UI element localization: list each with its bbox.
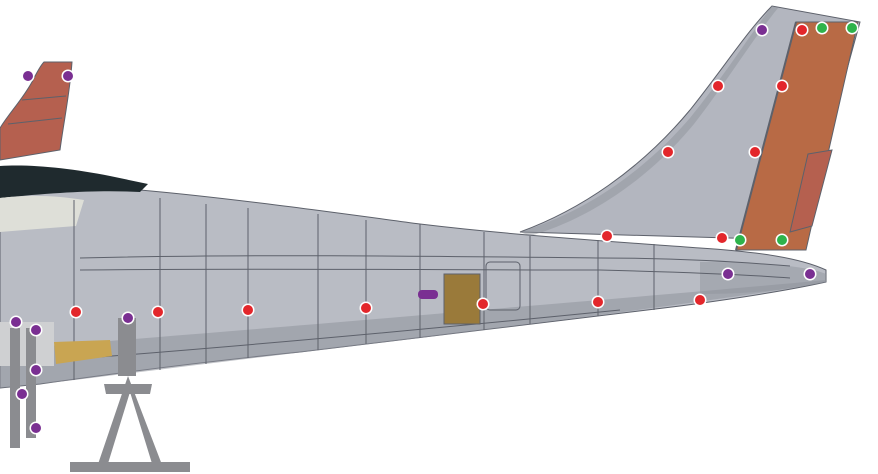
red-marker-dot [750, 147, 760, 157]
red-marker-dot [602, 231, 612, 241]
green-marker-dot [847, 23, 857, 33]
purple-marker-dot [63, 71, 73, 81]
red-marker-dot [717, 233, 727, 243]
access-panel [443, 273, 481, 325]
horizontal-stabilizer-tip [0, 61, 73, 161]
red-marker-dot [777, 81, 787, 91]
canopy [0, 165, 148, 198]
green-marker-dot [817, 23, 827, 33]
red-marker-dot [71, 307, 81, 317]
stab-panel-line [21, 95, 67, 101]
red-marker-dot [243, 305, 253, 315]
purple-marker-dot [31, 365, 41, 375]
purple-marker-dot [805, 269, 815, 279]
red-marker-dot [593, 297, 603, 307]
red-marker-dot [361, 303, 371, 313]
purple-marker-dot [123, 313, 133, 323]
green-marker-dot [735, 235, 745, 245]
rudder-hinge-line [735, 21, 797, 251]
support-stand [70, 318, 190, 472]
purple-marker-dot [723, 269, 733, 279]
stab-panel-line [7, 117, 63, 125]
red-marker-dot [478, 299, 488, 309]
purple-marker-dot [11, 317, 21, 327]
red-marker-dot [695, 295, 705, 305]
red-marker-dot [713, 81, 723, 91]
rudder-trim-tab [789, 149, 833, 233]
purple-marker-dot [17, 389, 27, 399]
wing-root-fairing [0, 195, 84, 232]
purple-marker-dot [757, 25, 767, 35]
red-marker-dot [797, 25, 807, 35]
purple-marker-dot [23, 71, 33, 81]
fitting-marker [418, 290, 438, 299]
purple-marker-dot [31, 325, 41, 335]
marker-layer [9, 21, 859, 435]
purple-marker-dot [31, 423, 41, 433]
red-marker-dot [153, 307, 163, 317]
red-marker-dot [663, 147, 673, 157]
green-marker-dot [777, 235, 787, 245]
landing-gear-strut [0, 322, 112, 448]
